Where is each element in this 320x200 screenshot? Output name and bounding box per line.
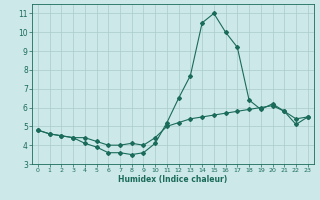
X-axis label: Humidex (Indice chaleur): Humidex (Indice chaleur) <box>118 175 228 184</box>
